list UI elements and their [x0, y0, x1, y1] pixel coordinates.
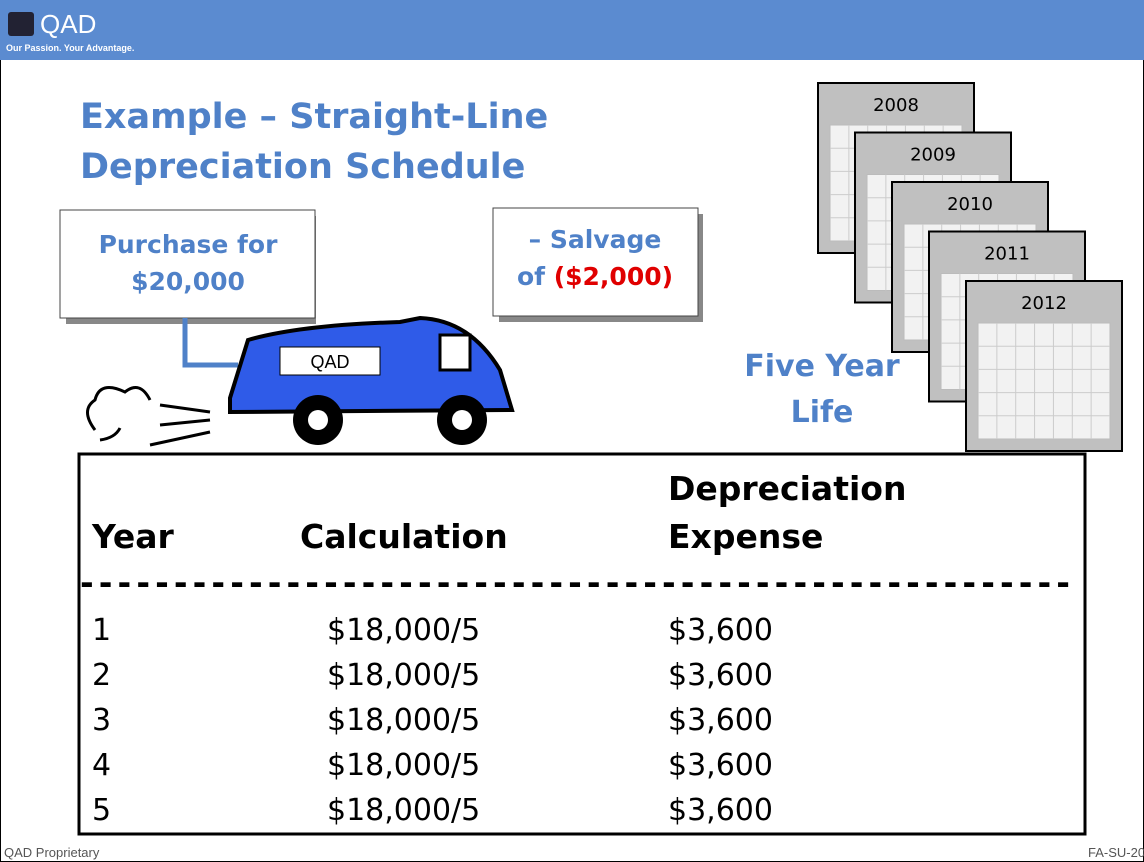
header-bar: [0, 0, 1144, 60]
slide: QAD Our Passion. Your Advantage. Example…: [0, 0, 1144, 862]
hub: [308, 410, 328, 430]
purchase-box: [60, 210, 315, 318]
life-text: Life: [791, 395, 854, 430]
hub: [452, 410, 472, 430]
table-cell: $18,000/5: [327, 703, 480, 738]
tagline: Our Passion. Your Advantage.: [6, 43, 134, 53]
table-cell: 3: [92, 703, 111, 738]
calendar-year: 2011: [984, 244, 1030, 265]
title-line: Depreciation Schedule: [80, 147, 525, 187]
logo-icon: [8, 12, 34, 36]
table-cell: $18,000/5: [327, 793, 480, 828]
truck-window: [440, 335, 470, 370]
truck-logo: QAD: [310, 352, 349, 372]
header-expense: Expense: [668, 517, 823, 556]
calendar-year: 2009: [910, 145, 956, 166]
title-line: Example – Straight-Line: [80, 97, 548, 137]
header-expense: Depreciation: [668, 469, 906, 508]
footer-right: FA-SU-200: [1088, 845, 1144, 860]
salvage-text: – Salvage: [529, 225, 662, 254]
calendar-grid: [978, 323, 1110, 439]
purchase-text: Purchase for: [99, 230, 279, 259]
table-cell: $18,000/5: [327, 748, 480, 783]
footer-left: QAD Proprietary: [4, 845, 100, 860]
header-calculation: Calculation: [300, 517, 508, 556]
table-cell: 5: [92, 793, 111, 828]
salvage-amount: ($2,000): [554, 262, 673, 291]
table-cell: $3,600: [668, 703, 773, 738]
table-cell: 2: [92, 658, 111, 693]
salvage-line: of ($2,000): [517, 262, 673, 291]
table-cell: 1: [92, 613, 111, 648]
table-cell: $18,000/5: [327, 613, 480, 648]
calendar-year: 2010: [947, 194, 993, 215]
table-cell: 4: [92, 748, 111, 783]
logo-text: QAD: [40, 9, 96, 39]
calendar-year: 2012: [1021, 293, 1067, 314]
calendar-year: 2008: [873, 95, 919, 116]
header-year: Year: [91, 517, 175, 556]
table-box: [79, 454, 1085, 834]
life-text: Five Year: [744, 349, 900, 384]
table-cell: $3,600: [668, 748, 773, 783]
salvage-prefix: of: [517, 262, 546, 291]
table-cell: $3,600: [668, 613, 773, 648]
table-cell: $18,000/5: [327, 658, 480, 693]
table-cell: $3,600: [668, 658, 773, 693]
purchase-amount: $20,000: [131, 267, 245, 296]
table-cell: $3,600: [668, 793, 773, 828]
